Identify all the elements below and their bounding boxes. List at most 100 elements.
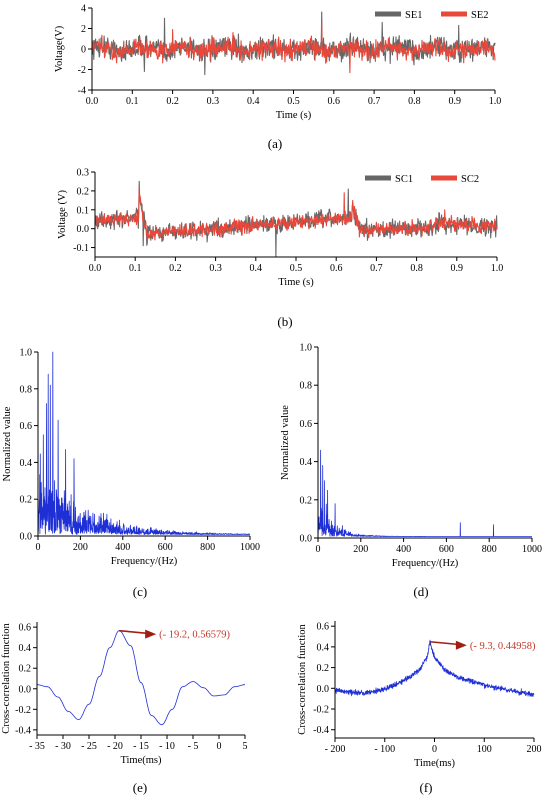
panel-caption: (d) bbox=[413, 584, 428, 599]
legend-label: SE2 bbox=[471, 10, 489, 21]
y-tick-label: 0.4 bbox=[300, 457, 313, 468]
chart-e: - 35 - 30 - 25 - 20 - 15 - 10 - 5 0 5 -0.4 -0.2 0.0… bbox=[1, 622, 248, 795]
legend-label: SC1 bbox=[395, 174, 413, 185]
x-axis-label: Frequency/(Hz) bbox=[111, 556, 178, 567]
y-axis-label: Voltage (V) bbox=[57, 189, 68, 239]
x-tick-label: - 15 bbox=[133, 741, 149, 752]
chart-d: 0 200 400 600 800 1000 0.0 0.2 0.4 0.6 0.8 1.0 Frequ… bbox=[280, 343, 542, 600]
panel-caption: (f) bbox=[420, 780, 433, 795]
x-tick-label: - 200 bbox=[325, 744, 346, 755]
x-tick-label: - 10 bbox=[159, 741, 175, 752]
x-tick-label: 0 bbox=[316, 544, 321, 555]
x-tick-label: 0.2 bbox=[169, 263, 182, 274]
y-tick-label: 0.2 bbox=[77, 186, 90, 197]
y-tick-label: 0.2 bbox=[19, 664, 32, 675]
y-tick-label: 1.0 bbox=[20, 348, 33, 359]
x-tick-label: 1.0 bbox=[491, 263, 504, 274]
y-tick-label: 0.2 bbox=[300, 495, 313, 506]
y-tick-label: -0.4 bbox=[313, 725, 329, 736]
x-tick-label: 0.8 bbox=[410, 263, 423, 274]
annotation-arrowhead bbox=[455, 640, 467, 650]
panel-caption: (e) bbox=[133, 780, 147, 795]
annotation-label: (- 19.2, 0.56579) bbox=[159, 630, 230, 641]
x-tick-label: 0.0 bbox=[86, 96, 99, 107]
x-tick-label: 600 bbox=[158, 542, 173, 553]
series-line-d-1 bbox=[317, 449, 533, 539]
x-axis-label: Time(ms) bbox=[414, 758, 456, 769]
y-tick-label: 0.0 bbox=[317, 684, 330, 695]
x-tick-label: 1.0 bbox=[489, 96, 502, 107]
series-line-f-1 bbox=[334, 639, 535, 697]
y-tick-label: -0.1 bbox=[73, 243, 89, 254]
x-axis-label: Time (s) bbox=[278, 277, 314, 288]
y-tick-label: 0 bbox=[81, 45, 86, 56]
panel-caption: (b) bbox=[277, 314, 292, 329]
x-tick-label: 0.9 bbox=[451, 263, 464, 274]
x-tick-label: 0.4 bbox=[250, 263, 263, 274]
y-tick-label: 0.2 bbox=[20, 495, 33, 506]
x-axis-label: Frequency/(Hz) bbox=[392, 558, 459, 569]
y-tick-label: -0.4 bbox=[15, 725, 31, 736]
x-tick-label: 0.7 bbox=[368, 96, 381, 107]
y-axis-label: Normalized value bbox=[2, 406, 13, 481]
series-line-c-1 bbox=[37, 351, 251, 537]
x-tick-label: 0 bbox=[217, 741, 222, 752]
x-tick-label: 0.4 bbox=[247, 96, 260, 107]
x-tick-label: 0.2 bbox=[166, 96, 179, 107]
x-tick-label: 0.0 bbox=[89, 263, 102, 274]
x-tick-label: 200 bbox=[73, 542, 88, 553]
x-axis-label: Time (s) bbox=[276, 110, 312, 121]
x-tick-label: - 20 bbox=[107, 741, 123, 752]
x-tick-label: 1000 bbox=[240, 542, 260, 553]
y-axis-label: Voltage(V) bbox=[54, 25, 65, 72]
y-tick-label: 0.0 bbox=[19, 684, 32, 695]
annotation-label: (- 9.3, 0.44958) bbox=[470, 641, 536, 652]
y-tick-label: -0.2 bbox=[313, 705, 329, 716]
x-tick-label: 0.8 bbox=[408, 96, 421, 107]
y-tick-label: 0.1 bbox=[77, 205, 90, 216]
y-tick-label: 2 bbox=[81, 24, 86, 35]
y-tick-label: 4 bbox=[81, 4, 86, 15]
y-tick-label: 0.8 bbox=[20, 384, 33, 395]
y-tick-label: 0.6 bbox=[19, 623, 32, 634]
y-tick-label: 0.0 bbox=[300, 534, 313, 545]
y-tick-label: 0.6 bbox=[317, 622, 330, 633]
x-tick-label: 1000 bbox=[522, 544, 542, 555]
x-tick-label: 0.3 bbox=[209, 263, 222, 274]
y-tick-label: 0.6 bbox=[20, 421, 33, 432]
panel-caption: (c) bbox=[133, 584, 147, 599]
y-tick-label: -0.2 bbox=[15, 705, 31, 716]
y-tick-label: 0.0 bbox=[20, 532, 33, 543]
annotation-arrowhead bbox=[145, 629, 157, 639]
x-tick-label: 800 bbox=[200, 542, 215, 553]
x-tick-label: 0.6 bbox=[328, 96, 341, 107]
x-tick-label: 800 bbox=[482, 544, 497, 555]
x-tick-label: 100 bbox=[477, 744, 492, 755]
x-tick-label: 0.6 bbox=[330, 263, 343, 274]
x-tick-label: 400 bbox=[115, 542, 130, 553]
x-tick-label: 0 bbox=[36, 542, 41, 553]
y-tick-label: 0.3 bbox=[77, 168, 90, 179]
x-tick-label: 200 bbox=[353, 544, 368, 555]
chart-c: 0 200 400 600 800 1000 0.0 0.2 0.4 0.6 0.8 1.0 Frequ… bbox=[2, 348, 260, 600]
legend-label: SE1 bbox=[405, 10, 423, 21]
x-tick-label: - 25 bbox=[81, 741, 97, 752]
series-line-a-2 bbox=[91, 21, 496, 74]
y-tick-label: 0.2 bbox=[317, 663, 330, 674]
x-tick-label: 600 bbox=[439, 544, 454, 555]
x-tick-label: 0 bbox=[432, 744, 437, 755]
y-axis-label: Cross-correlation function bbox=[297, 623, 308, 734]
series-line-e-1 bbox=[37, 630, 245, 726]
y-tick-label: 0.0 bbox=[77, 224, 90, 235]
y-tick-label: 1.0 bbox=[300, 343, 313, 354]
y-axis-label: Cross-correlation function bbox=[1, 622, 12, 733]
x-tick-label: 0.9 bbox=[448, 96, 461, 107]
x-tick-label: - 5 bbox=[188, 741, 199, 752]
x-tick-label: 0.5 bbox=[287, 96, 300, 107]
chart-b: 0.0 0.1 0.2 0.3 0.4 0.5 0.6 0.7 0.8 0.9 1.0-0.10.0… bbox=[57, 168, 503, 330]
x-tick-label: 5 bbox=[243, 741, 248, 752]
x-tick-label: - 35 bbox=[29, 741, 45, 752]
y-tick-label: 0.4 bbox=[20, 458, 33, 469]
y-tick-label: -2 bbox=[78, 65, 86, 76]
